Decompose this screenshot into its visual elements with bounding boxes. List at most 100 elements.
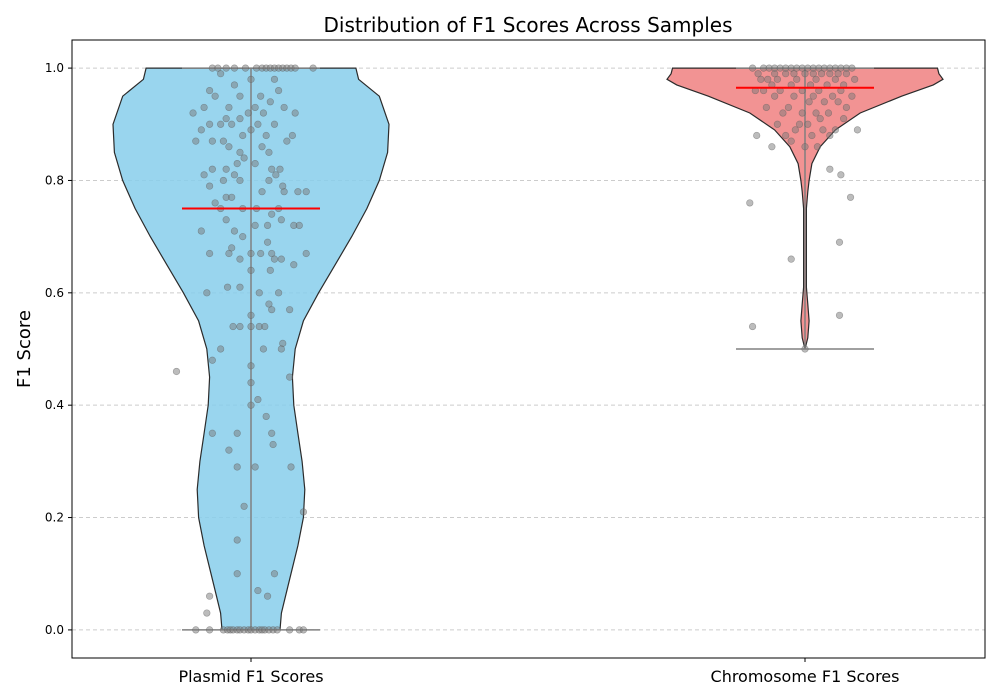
data-point-1-26 bbox=[779, 109, 787, 117]
data-point-0-141 bbox=[266, 98, 274, 106]
data-point-0-166 bbox=[291, 64, 299, 72]
data-point-0-44 bbox=[172, 367, 181, 376]
data-point-0-71 bbox=[257, 249, 265, 258]
data-point-0-57 bbox=[268, 306, 276, 314]
data-point-1-86 bbox=[848, 64, 856, 72]
x-tick-label-0: Plasmid F1 Scores bbox=[178, 667, 323, 686]
data-point-0-117 bbox=[265, 148, 273, 156]
data-point-0-123 bbox=[247, 126, 255, 134]
data-point-0-85 bbox=[222, 216, 230, 224]
data-point-0-80 bbox=[230, 227, 239, 235]
data-point-1-31 bbox=[762, 103, 770, 112]
data-point-0-133 bbox=[236, 115, 244, 123]
data-point-0-42 bbox=[247, 362, 255, 370]
data-point-1-20 bbox=[853, 126, 862, 134]
data-point-0-135 bbox=[259, 109, 268, 117]
data-point-1-32 bbox=[784, 103, 793, 112]
data-point-0-49 bbox=[277, 345, 285, 353]
data-point-0-24 bbox=[263, 592, 272, 600]
data-point-0-35 bbox=[262, 412, 270, 421]
data-point-0-84 bbox=[295, 221, 303, 229]
data-point-0-120 bbox=[208, 137, 216, 145]
data-point-1-39 bbox=[828, 92, 837, 100]
data-point-0-40 bbox=[247, 401, 255, 409]
data-point-1-23 bbox=[795, 120, 804, 128]
data-point-0-121 bbox=[219, 137, 227, 145]
data-point-0-0 bbox=[192, 626, 200, 634]
data-point-0-107 bbox=[272, 171, 280, 179]
data-point-0-20 bbox=[299, 626, 308, 634]
data-point-0-86 bbox=[268, 210, 276, 218]
data-point-0-43 bbox=[247, 379, 255, 387]
data-point-0-36 bbox=[254, 395, 262, 404]
data-point-1-62 bbox=[834, 70, 842, 78]
data-point-0-34 bbox=[268, 429, 276, 437]
data-point-0-50 bbox=[229, 322, 237, 331]
data-point-0-67 bbox=[236, 255, 244, 263]
data-point-0-82 bbox=[263, 221, 272, 229]
data-point-0-76 bbox=[228, 244, 236, 252]
data-point-0-23 bbox=[254, 586, 262, 595]
data-point-0-100 bbox=[236, 176, 244, 185]
data-point-1-3 bbox=[801, 345, 809, 353]
data-point-0-64 bbox=[247, 266, 255, 274]
y-tick-label-3: 0.6 bbox=[45, 286, 64, 300]
data-point-0-144 bbox=[236, 92, 244, 100]
data-point-0-46 bbox=[217, 345, 225, 353]
data-point-1-7 bbox=[837, 171, 845, 179]
data-point-1-55 bbox=[812, 75, 820, 83]
data-point-0-146 bbox=[275, 86, 283, 95]
data-point-1-10 bbox=[801, 143, 809, 151]
data-point-0-58 bbox=[203, 289, 211, 297]
y-tick-label-1: 0.2 bbox=[45, 511, 64, 525]
data-point-0-131 bbox=[206, 120, 214, 128]
data-point-0-66 bbox=[290, 261, 298, 269]
data-point-0-26 bbox=[270, 570, 279, 578]
data-point-0-27 bbox=[233, 536, 241, 544]
data-point-1-35 bbox=[834, 98, 842, 106]
data-point-0-125 bbox=[288, 131, 297, 140]
data-point-0-1 bbox=[206, 626, 214, 634]
data-point-0-128 bbox=[228, 120, 236, 128]
data-point-1-18 bbox=[819, 126, 827, 134]
data-point-1-9 bbox=[768, 143, 776, 151]
data-point-0-127 bbox=[217, 120, 225, 128]
data-point-0-139 bbox=[225, 103, 233, 112]
data-point-0-70 bbox=[225, 249, 233, 258]
data-point-0-69 bbox=[206, 249, 214, 258]
data-point-0-17 bbox=[273, 626, 281, 634]
data-point-0-112 bbox=[251, 160, 259, 168]
data-point-0-95 bbox=[258, 188, 266, 196]
data-point-0-59 bbox=[223, 283, 232, 291]
data-point-1-85 bbox=[748, 64, 757, 72]
y-ticks: 0.0 0.2 0.4 0.6 0.8 1.0 bbox=[45, 61, 72, 637]
data-point-0-118 bbox=[283, 137, 291, 145]
data-point-1-56 bbox=[831, 75, 839, 83]
y-tick-label-4: 0.8 bbox=[45, 173, 64, 187]
data-point-0-25 bbox=[233, 570, 241, 578]
data-point-0-109 bbox=[208, 165, 216, 173]
data-point-1-15 bbox=[753, 131, 761, 140]
data-point-0-92 bbox=[211, 199, 219, 207]
data-point-0-151 bbox=[217, 70, 225, 78]
data-point-1-60 bbox=[801, 70, 809, 78]
data-point-0-155 bbox=[230, 64, 239, 72]
data-point-1-22 bbox=[773, 120, 782, 128]
data-point-1-65 bbox=[790, 70, 798, 78]
data-point-0-110 bbox=[233, 160, 241, 168]
y-axis-label: F1 Score bbox=[14, 310, 35, 388]
gridlines bbox=[72, 67, 985, 631]
y-tick-label-0: 0.0 bbox=[45, 623, 64, 637]
data-point-0-101 bbox=[265, 176, 273, 185]
data-point-0-150 bbox=[270, 75, 279, 83]
data-point-0-97 bbox=[294, 188, 302, 196]
data-point-0-142 bbox=[291, 109, 299, 117]
data-point-0-113 bbox=[268, 165, 276, 173]
data-point-1-58 bbox=[764, 75, 772, 83]
data-point-0-116 bbox=[258, 143, 266, 151]
data-point-0-60 bbox=[236, 283, 244, 291]
data-point-1-38 bbox=[809, 92, 817, 100]
data-point-1-16 bbox=[782, 131, 790, 140]
data-point-0-106 bbox=[230, 171, 239, 179]
